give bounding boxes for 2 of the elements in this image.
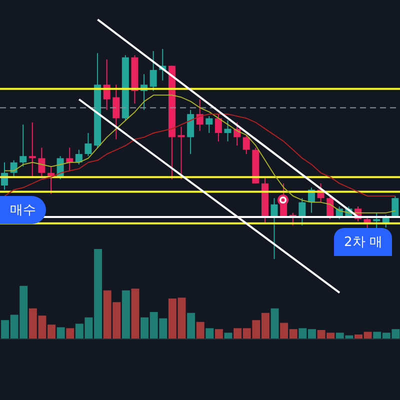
annotation: 2차 매 bbox=[334, 228, 392, 256]
annotation: 매수 bbox=[0, 196, 46, 224]
